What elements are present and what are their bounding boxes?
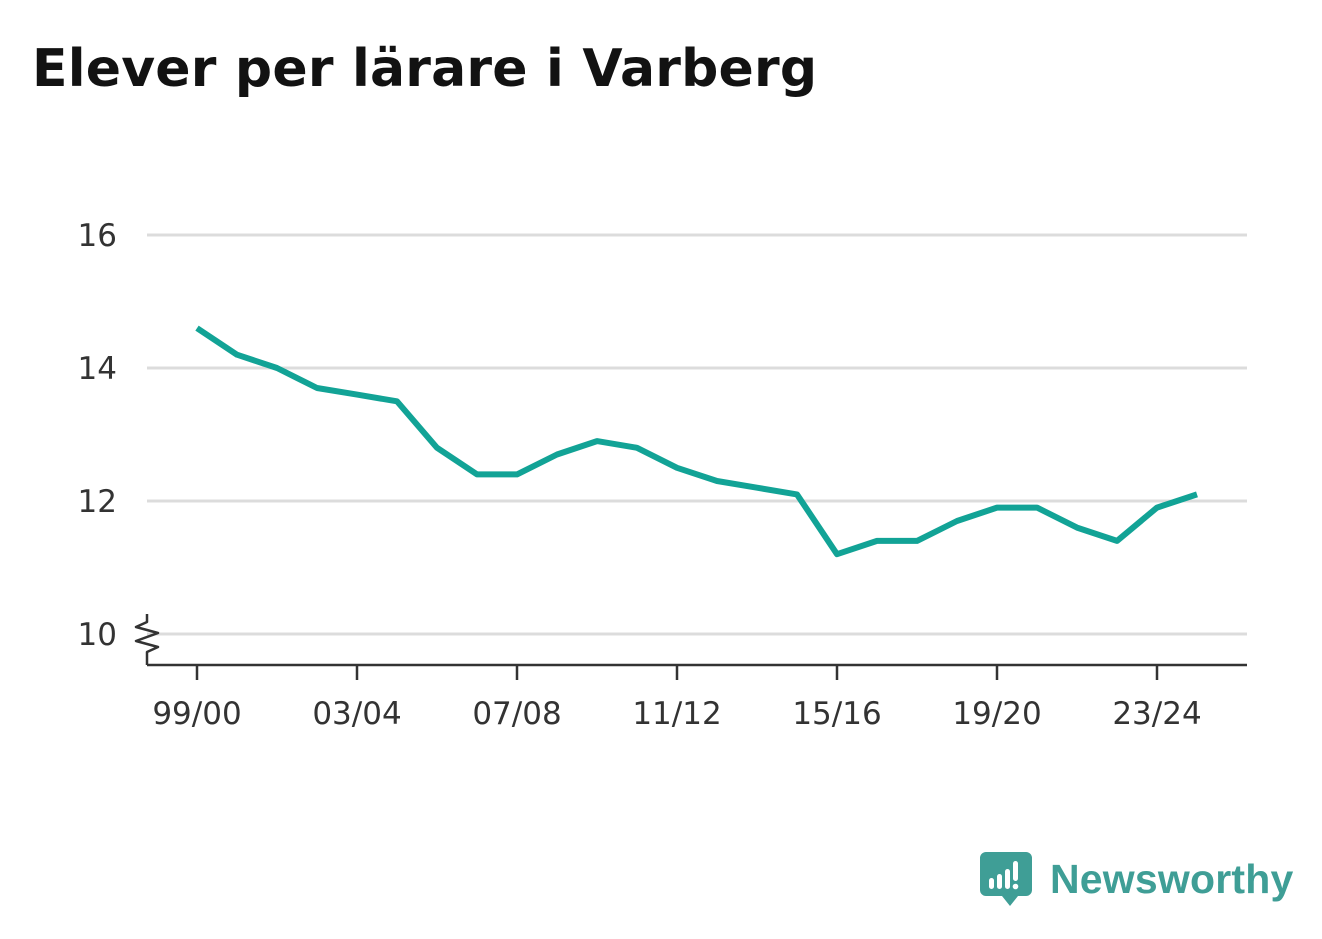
- line-chart: 10 12 14 16 99/00 03/04 07/08 11/12 15/16 19/20 2…: [78, 218, 1247, 732]
- x-tick-label: 99/00: [152, 696, 241, 732]
- x-tick-label: 23/24: [1112, 696, 1201, 732]
- brand-name: Newsworthy: [1050, 855, 1294, 902]
- series-line: [195, 325, 1198, 558]
- series-layer: [195, 325, 1198, 558]
- brand-logo: Newsworthy: [980, 848, 1294, 910]
- newsworthy-logo-icon: [980, 852, 1032, 906]
- x-tick-label: 07/08: [472, 696, 561, 732]
- axis-break-zigzag: [134, 614, 160, 665]
- y-tick-label: 16: [78, 218, 117, 254]
- x-tick-label: 19/20: [952, 696, 1041, 732]
- chart-title: Elever per lärare i Varberg: [32, 39, 818, 99]
- x-axis: 99/00 03/04 07/08 11/12 15/16 19/20 23/24: [147, 663, 1247, 732]
- y-tick-label: 10: [78, 617, 117, 653]
- x-tick-label: 03/04: [312, 696, 401, 732]
- y-tick-label: 14: [78, 351, 117, 387]
- y-axis-ticks: 10 12 14 16: [78, 218, 117, 653]
- y-tick-label: 12: [78, 484, 117, 520]
- x-tick-label: 15/16: [792, 696, 881, 732]
- gridlines: [147, 233, 1247, 636]
- y-axis-break-icon: [134, 614, 160, 665]
- x-tick-label: 11/12: [632, 696, 721, 732]
